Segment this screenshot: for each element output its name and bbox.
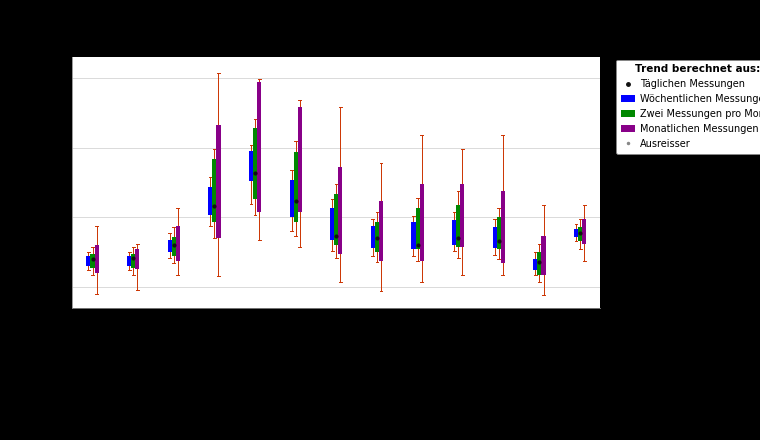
X-axis label: Monat: Monat (315, 336, 357, 349)
Bar (257, 82, 261, 212)
Title: Oberflächentemperatur: Oberflächentemperatur (226, 36, 447, 54)
Bar (90, 253, 94, 268)
Bar (334, 194, 338, 246)
Bar (172, 237, 176, 257)
Bar (534, 259, 537, 270)
Bar (541, 235, 546, 275)
Bar (131, 253, 135, 268)
Bar (452, 220, 456, 246)
Bar (375, 222, 379, 252)
Bar (379, 201, 383, 260)
Bar (501, 191, 505, 264)
Bar (94, 246, 99, 273)
Bar (135, 249, 139, 269)
Bar (574, 229, 578, 237)
Bar (411, 222, 416, 249)
Bar (253, 128, 257, 199)
Y-axis label: Temperaturtrend °C/Jz: Temperaturtrend °C/Jz (25, 117, 38, 248)
Bar (293, 152, 298, 222)
Bar (416, 208, 420, 249)
Bar (330, 208, 334, 240)
Bar (578, 227, 582, 241)
Bar (420, 184, 423, 260)
Bar (371, 226, 375, 248)
Bar (537, 252, 541, 275)
Bar (582, 219, 586, 244)
Bar (208, 187, 212, 215)
Bar (497, 217, 501, 249)
Bar (176, 226, 180, 260)
Bar (456, 205, 461, 247)
Bar (87, 257, 90, 266)
Bar (168, 240, 172, 252)
Bar (492, 227, 497, 248)
Legend: Täglichen Messungen, Wöchentlichen Messungen, Zwei Messungen pro Monat, Monatlic: Täglichen Messungen, Wöchentlichen Messu… (616, 59, 760, 154)
Bar (127, 257, 131, 266)
Bar (290, 180, 293, 217)
Bar (249, 150, 253, 181)
Bar (298, 107, 302, 212)
Bar (217, 125, 220, 238)
Bar (461, 184, 464, 247)
Bar (212, 159, 217, 222)
Bar (338, 167, 343, 253)
